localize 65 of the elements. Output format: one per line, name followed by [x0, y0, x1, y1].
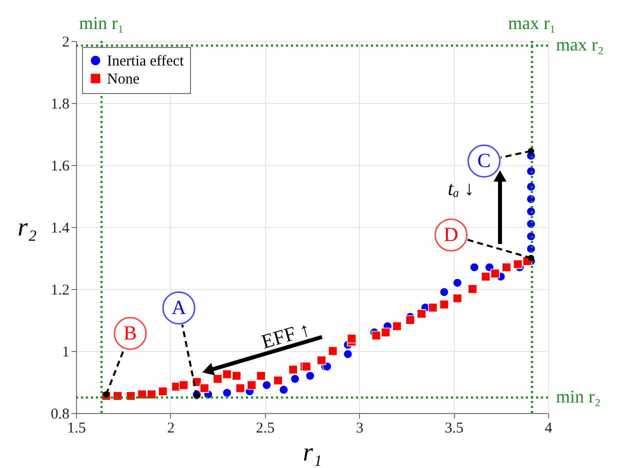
ref-line-label: min r₁ [79, 13, 124, 33]
point [146, 390, 156, 400]
x-tick-label: 4 [544, 420, 553, 436]
point [439, 287, 449, 297]
point [452, 278, 462, 288]
point [481, 272, 490, 282]
x-tick-label: 2.5 [256, 420, 275, 436]
point [273, 376, 283, 386]
point [246, 380, 256, 390]
ref-line-label: max r₂ [556, 34, 604, 55]
x-tick-label: 3 [356, 420, 364, 436]
x-axis-title: r₁ [302, 438, 322, 466]
point [222, 388, 232, 398]
y-tick-label: 1.2 [50, 282, 70, 298]
point [158, 386, 168, 396]
ref-line-label: max r₁ [508, 13, 556, 33]
y-tick-label: 1.6 [50, 158, 70, 174]
point [316, 356, 326, 365]
x-tick-label: 1.5 [67, 420, 86, 436]
point [279, 385, 288, 394]
point [405, 315, 415, 325]
point [513, 260, 522, 269]
point [392, 322, 402, 331]
point [468, 284, 478, 294]
point [290, 374, 300, 384]
x-tick-label: 2 [167, 420, 175, 436]
y-tick-label: 1.4 [50, 220, 70, 236]
annotation: A [172, 296, 187, 319]
annotation: EFF ↑ [259, 318, 313, 354]
point [416, 309, 426, 318]
y-axis-title: r₂ [18, 212, 37, 242]
point [200, 384, 210, 393]
annotation: B [124, 322, 137, 344]
point [262, 380, 272, 390]
point [232, 371, 242, 380]
point [452, 294, 462, 303]
point [222, 370, 232, 379]
point [343, 349, 353, 359]
point [256, 371, 266, 380]
point [346, 334, 356, 344]
y-tick-label: 1.8 [50, 96, 70, 112]
y-tick-label: 0.8 [50, 406, 70, 422]
y-tick-label: 2 [62, 34, 70, 50]
point [372, 330, 381, 340]
point [178, 380, 188, 390]
point [502, 262, 512, 272]
point [470, 262, 480, 272]
annotation: C [477, 150, 491, 172]
point [490, 268, 500, 278]
annotation: D [444, 224, 458, 246]
point [137, 390, 147, 400]
point [380, 328, 390, 338]
point [328, 346, 338, 356]
legend-label: None [107, 72, 140, 88]
point [288, 364, 298, 374]
legend-label: Inertia effect [107, 54, 185, 70]
point [305, 371, 315, 380]
point [428, 302, 438, 312]
y-tick-label: 1 [62, 344, 70, 360]
annotation: tₐ ↓ [448, 178, 474, 200]
point [236, 384, 245, 393]
ref-line-label: min r₂ [556, 386, 601, 406]
point [212, 374, 222, 384]
x-tick-label: 3.5 [444, 420, 464, 436]
point [439, 300, 449, 310]
